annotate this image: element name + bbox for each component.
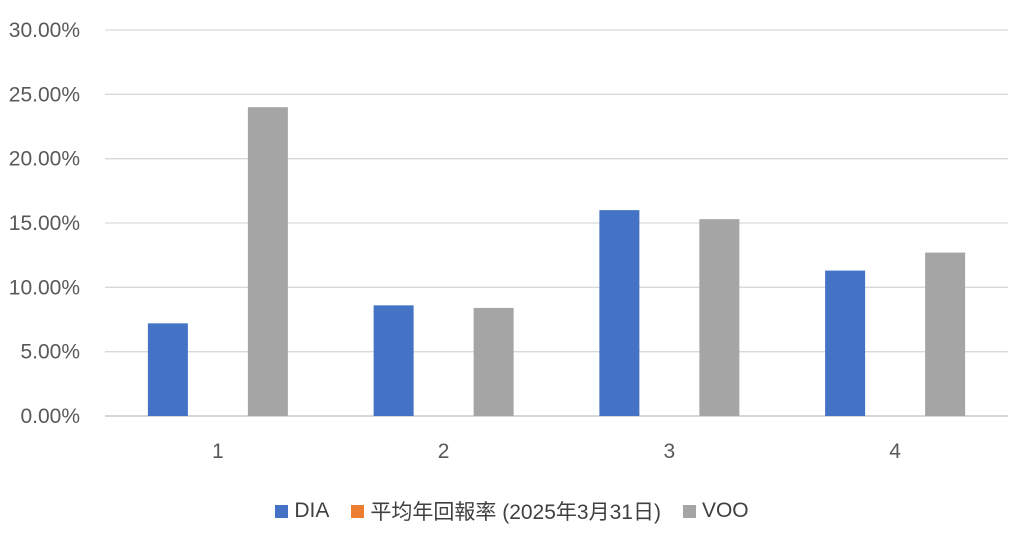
gridlines <box>105 29 1008 417</box>
y-tick-label: 20.00% <box>9 148 80 171</box>
x-tick-label: 2 <box>438 440 450 463</box>
y-tick-label: 10.00% <box>9 276 80 299</box>
y-tick-label: 5.00% <box>20 341 80 364</box>
y-tick-label: 15.00% <box>9 212 80 235</box>
legend-label-voo: VOO <box>701 499 749 522</box>
legend-label-dia: DIA <box>294 499 330 522</box>
legend-swatch-dia <box>275 504 289 518</box>
x-tick-label: 1 <box>212 440 224 463</box>
legend: DIA 平均年回報率 (2025年3月31日) VOO <box>0 496 1024 526</box>
y-tick-label: 25.00% <box>9 83 80 106</box>
legend-swatch-voo <box>682 504 696 518</box>
legend-label-average-annual-return: 平均年回報率 (2025年3月31日) <box>370 501 661 524</box>
x-axis-tick-labels: 1 2 3 4 <box>212 440 901 463</box>
legend-item-dia: DIA <box>275 499 329 523</box>
bar-voo-1 <box>247 107 288 416</box>
x-tick-label: 4 <box>889 440 901 463</box>
y-axis-tick-labels: 0.00% 5.00% 10.00% 15.00% 20.00% 25.00% 30.00% <box>9 19 80 428</box>
y-tick-label: 0.00% <box>20 405 80 428</box>
bar-voo-4 <box>925 252 966 416</box>
x-tick-label: 3 <box>664 440 676 463</box>
bar-dia-1 <box>147 323 188 416</box>
legend-swatch-average-annual-return <box>351 504 365 518</box>
bar-voo-2 <box>473 307 514 416</box>
bar-dia-4 <box>825 270 866 416</box>
bar-voo-3 <box>699 219 740 416</box>
bar-dia-2 <box>373 305 414 416</box>
legend-item-average-annual-return: 平均年回報率 (2025年3月31日) <box>351 496 661 526</box>
legend-item-voo: VOO <box>682 499 749 523</box>
bar-dia-3 <box>599 210 640 416</box>
bars <box>147 107 966 416</box>
y-tick-label: 30.00% <box>9 19 80 42</box>
